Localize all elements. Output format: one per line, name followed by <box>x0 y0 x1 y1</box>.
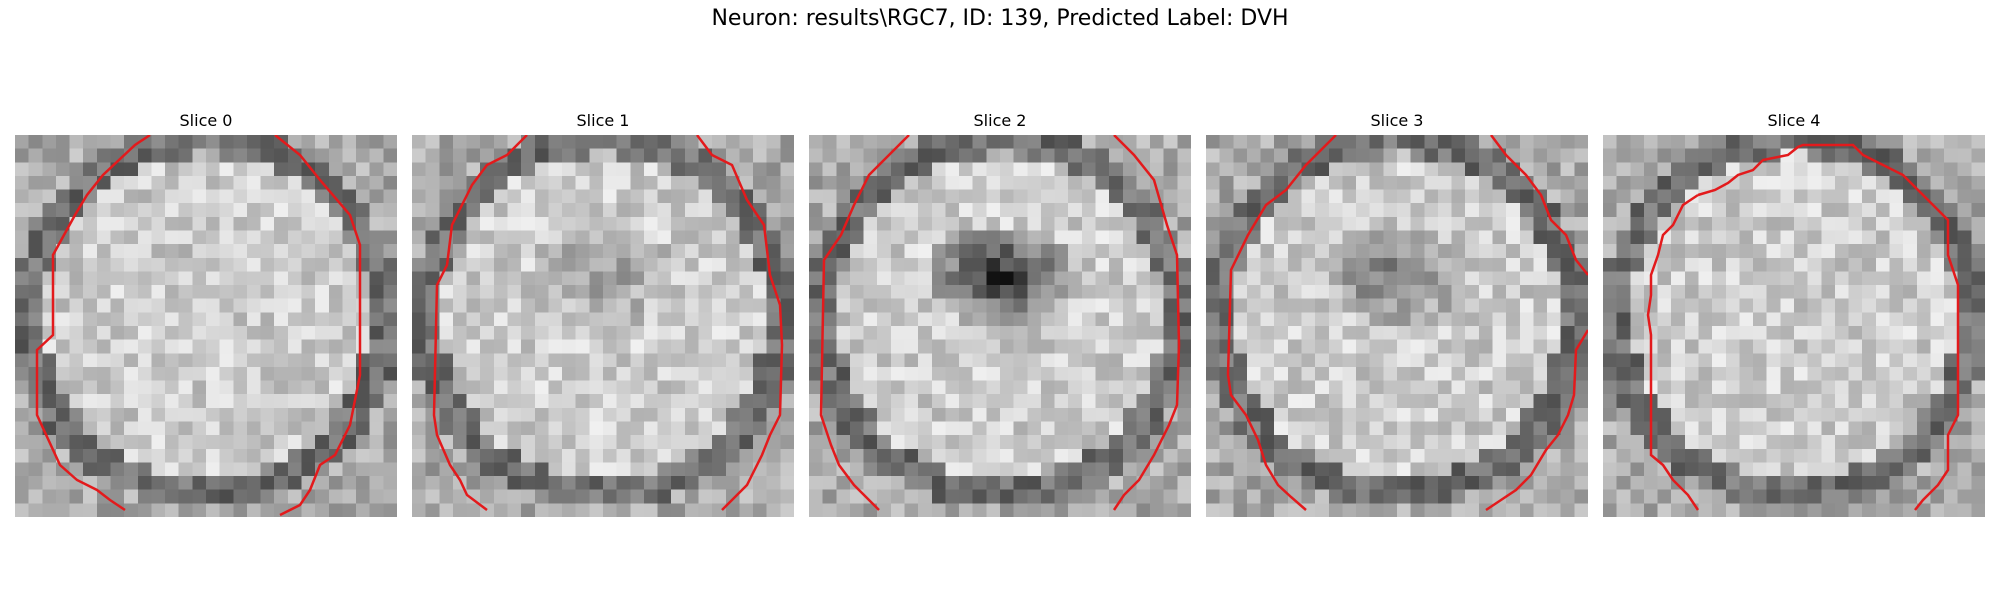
outline-left <box>1226 135 1337 511</box>
segmentation-outline <box>1226 135 1588 512</box>
slice-image <box>809 135 1191 517</box>
grayscale-image <box>809 135 1191 517</box>
slice-image <box>412 135 794 517</box>
slice-title: Slice 1 <box>576 111 630 130</box>
slice-image <box>15 135 397 517</box>
slice-title: Slice 3 <box>1370 111 1424 130</box>
figure-title: Neuron: results\RGC7, ID: 139, Predicted… <box>711 6 1289 31</box>
slice-image <box>1206 135 1588 517</box>
grayscale-image <box>1603 135 1985 517</box>
slice-panel-1: Slice 1 <box>412 110 794 517</box>
outline-left <box>432 135 528 511</box>
slice-title: Slice 4 <box>1767 111 1821 130</box>
grayscale-image <box>15 135 397 517</box>
slice-panel-2: Slice 2 <box>809 110 1191 517</box>
grayscale-image <box>412 135 794 517</box>
slice-panel-4: Slice 4 <box>1603 110 1985 517</box>
slice-title: Slice 2 <box>973 111 1027 130</box>
slice-image <box>1603 135 1985 517</box>
outline-right <box>1112 135 1181 511</box>
outline-left <box>819 135 910 511</box>
segmentation-outline <box>1646 143 1960 511</box>
outline-left <box>35 135 151 512</box>
segmentation-outline <box>819 135 1181 511</box>
slice-title: Slice 0 <box>179 111 233 130</box>
outline-right <box>696 135 784 511</box>
segmentation-outline <box>432 135 784 511</box>
slice-panel-0: Slice 0 <box>15 110 397 517</box>
outline-left <box>1697 143 1960 511</box>
grayscale-image <box>1206 135 1588 517</box>
outline-right-lower <box>1485 329 1588 512</box>
outline-right <box>1490 135 1588 276</box>
slice-panel-3: Slice 3 <box>1206 110 1588 517</box>
outline-left-lower <box>1646 193 1700 511</box>
outline-right <box>274 135 362 517</box>
segmentation-outline <box>35 135 362 517</box>
